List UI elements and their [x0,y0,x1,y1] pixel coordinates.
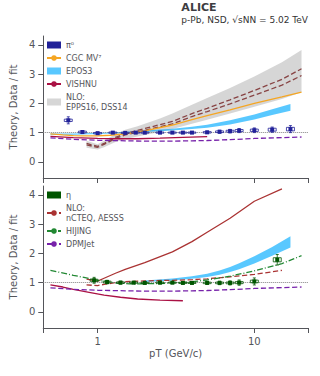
svg-text:NLO:: NLO: [66,93,85,102]
svg-text:CGC MV⁷: CGC MV⁷ [66,54,102,63]
svg-text:η: η [66,191,71,200]
svg-text:1: 1 [29,277,35,288]
svg-text:2: 2 [29,98,35,109]
svg-text:π⁰: π⁰ [66,41,74,50]
svg-text:4: 4 [29,189,35,200]
svg-text:Theory, Data / fit: Theory, Data / fit [8,214,19,300]
svg-text:EPPS16, DSS14: EPPS16, DSS14 [66,103,128,112]
svg-text:2: 2 [29,248,35,259]
svg-text:VISHNU: VISHNU [66,80,97,89]
svg-text:Theory, Data / fit: Theory, Data / fit [8,64,19,150]
svg-text:DPMJet: DPMJet [66,240,94,249]
svg-text:4: 4 [29,39,35,50]
svg-text:3: 3 [29,219,35,230]
svg-text:1: 1 [29,127,35,138]
svg-text:NLO:: NLO: [66,204,85,213]
svg-text:pT (GeV/c): pT (GeV/c) [149,348,202,359]
svg-text:10: 10 [248,336,261,347]
svg-text:1: 1 [94,336,100,347]
svg-text:ALICE: ALICE [181,1,216,14]
svg-text:3: 3 [29,69,35,80]
svg-text:p-Pb, NSD, √sNN = 5.02 TeV: p-Pb, NSD, √sNN = 5.02 TeV [181,15,308,25]
svg-text:EPOS3: EPOS3 [66,67,92,76]
svg-text:HIJING: HIJING [66,227,91,236]
svg-text:nCTEQ, AESSS: nCTEQ, AESSS [66,214,124,223]
svg-text:0: 0 [29,306,35,317]
svg-text:0: 0 [29,156,35,167]
